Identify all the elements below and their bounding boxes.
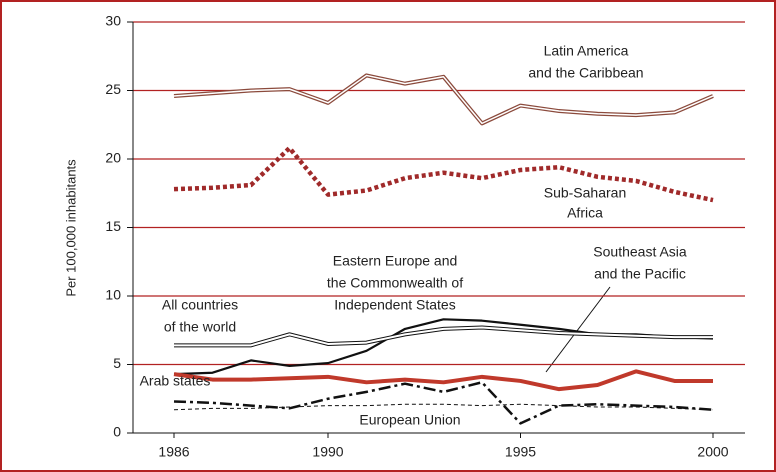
series-label: Sub-Saharan — [544, 185, 627, 201]
series-label: and the Caribbean — [528, 65, 643, 81]
series-line — [173, 145, 714, 203]
y-tick-label: 0 — [113, 424, 121, 440]
series-line — [173, 73, 714, 126]
x-tick-label: 2000 — [697, 444, 728, 460]
leader-line — [545, 286, 611, 373]
series-line — [173, 74, 714, 125]
x-tick-label: 1986 — [158, 444, 189, 460]
series-label: of the world — [164, 319, 236, 335]
series-label: Southeast Asia — [593, 244, 687, 260]
y-tick-label: 25 — [105, 81, 121, 97]
series-label: All countries — [162, 297, 238, 313]
series-label: Latin America — [544, 43, 629, 59]
series-line — [173, 403, 714, 411]
y-tick-label: 20 — [105, 150, 121, 166]
y-axis-label: Per 100,000 inhabitants — [63, 159, 78, 297]
y-tick-label: 10 — [105, 287, 121, 303]
series-label: European Union — [359, 412, 460, 428]
y-tick-label: 15 — [105, 218, 121, 234]
series-label: and the Pacific — [594, 266, 686, 282]
series-line — [174, 326, 713, 347]
series-label: Africa — [567, 205, 603, 221]
x-tick-label: 1990 — [312, 444, 343, 460]
y-tick-label: 30 — [105, 13, 121, 29]
series-label: the Commonwealth of — [327, 275, 463, 291]
series-label: Arab states — [140, 373, 211, 389]
x-tick-label: 1995 — [505, 444, 536, 460]
y-tick-label: 5 — [113, 355, 121, 371]
series-label: Eastern Europe and — [333, 253, 458, 269]
series-line — [173, 369, 713, 392]
series-label: Independent States — [334, 297, 455, 313]
